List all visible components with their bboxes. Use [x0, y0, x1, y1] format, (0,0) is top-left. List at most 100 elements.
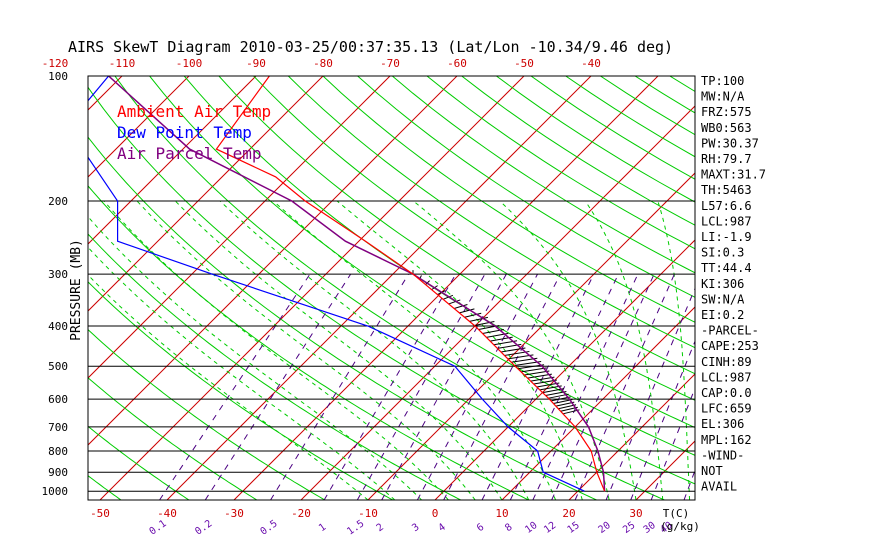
dry-adiabat-line [114, 76, 695, 485]
mixing-ratio-tick-label: 2 [375, 522, 386, 534]
top-temp-axis-labels: -120 -110 -100 -90 -80 -70 -60 -50 -40 [42, 57, 601, 70]
bottom-temp-tick-label: -30 [224, 507, 244, 520]
mixing-ratio-line [204, 273, 352, 500]
dry-adiabat-line [88, 281, 394, 500]
top-temp-tick-label: -80 [313, 57, 333, 70]
plot-frame [87, 75, 696, 501]
isotherm-line [88, 76, 257, 245]
cape-hatch [464, 312, 482, 318]
pressure-tick-label: 100 [48, 70, 68, 83]
mixing-ratio-line [551, 273, 655, 500]
cape-hatch [527, 373, 552, 379]
cape-hatch [459, 308, 475, 314]
moist-adiabat-line [88, 246, 396, 500]
pressure-tick-label: 1000 [42, 485, 69, 498]
stat-line: L57:6.6 [701, 199, 752, 213]
moist-adiabat-line [657, 200, 691, 500]
dry-adiabat-line [426, 76, 695, 250]
isotherm-line [88, 76, 190, 178]
mixing-ratio-lines [159, 273, 695, 500]
stat-line: CAP:0.0 [701, 386, 752, 400]
stat-line: FRZ:575 [701, 105, 752, 119]
legend-entry: Dew Point Temp [117, 123, 252, 142]
top-temp-tick-label: -40 [581, 57, 601, 70]
stat-line: SI:0.3 [701, 246, 744, 260]
stat-line: -PARCEL- [701, 324, 759, 338]
plot-area [88, 76, 870, 500]
dry-adiabat-line [322, 76, 695, 323]
dry-adiabat-line [809, 76, 870, 500]
isotherm-line [770, 76, 870, 500]
dry-adiabat-line [183, 76, 695, 429]
cape-hatch [453, 303, 468, 309]
cape-hatching [412, 270, 580, 415]
top-temp-tick-label: -60 [447, 57, 467, 70]
ambient-temp-line [215, 76, 606, 492]
mixing-ratio-labels: 0.1 0.2 0.5 1 1.5 2 3 4 6 8 10 12 15 20 25 30 40(g/kg) [148, 518, 700, 537]
top-temp-tick-label: -120 [42, 57, 69, 70]
cape-hatch [517, 364, 545, 370]
stat-line: CAPE:253 [701, 339, 759, 353]
dry-adiabat-line [357, 76, 695, 298]
dew-point-line [88, 76, 585, 492]
mixing-ratio-tick-label: 6 [475, 522, 486, 534]
moist-adiabat-line [103, 200, 449, 500]
stat-line: EL:306 [701, 417, 744, 431]
isotherm-line [88, 76, 391, 379]
stat-line: LCL:987 [701, 214, 752, 228]
moist-adiabat-line [413, 200, 610, 500]
cape-hatch [448, 299, 461, 305]
moist-adiabat-lines [88, 200, 691, 500]
mixing-ratio-tick-label: 0.1 [148, 518, 169, 537]
dry-adiabat-line [253, 76, 695, 375]
mixing-ratio-tick-label: 1 [317, 522, 328, 534]
legend-entry: Ambient Air Temp [117, 102, 271, 121]
bottom-temp-tick-label: 0 [432, 507, 439, 520]
pressure-tick-label: 900 [48, 466, 68, 479]
stat-line: NOT [701, 464, 723, 478]
isotherm-line [88, 76, 324, 312]
stat-line: TP:100 [701, 74, 744, 88]
stat-line: PW:30.37 [701, 136, 759, 150]
mixing-ratio-line [574, 273, 675, 500]
chart-title: AIRS SkewT Diagram 2010-03-25/00:37:35.1… [68, 38, 673, 56]
mixing-ratio-line [532, 273, 639, 500]
isotherm-line [434, 239, 695, 500]
dry-adiabat-line [496, 76, 695, 203]
mixing-ratio-line [443, 273, 561, 500]
legend: Ambient Air Temp Dew Point Temp Air Parcel… [117, 102, 271, 163]
dry-adiabat-line [88, 328, 326, 500]
isotherm-line [88, 76, 458, 446]
mixing-ratio-line [323, 273, 457, 500]
dry-adiabat-line [88, 185, 529, 500]
bottom-temp-tick-label: -50 [90, 507, 110, 520]
temp-unit-label: T(C) [663, 507, 690, 520]
dry-adiabat-line [669, 76, 695, 93]
mixing-ratio-tick-label: 12 [542, 520, 558, 536]
moist-adiabat-line [272, 200, 557, 500]
stat-line: LI:-1.9 [701, 230, 752, 244]
stat-line: LFC:659 [701, 402, 752, 416]
bottom-temp-tick-label: 20 [562, 507, 575, 520]
cape-hatch [530, 376, 555, 382]
mixing-ratio-line [270, 273, 409, 500]
parcel-temp-line [108, 76, 606, 492]
moist-adiabat-line [219, 200, 530, 500]
mixing-ratio-tick-label: 25 [621, 520, 637, 536]
stat-line: MW:N/A [701, 90, 745, 104]
top-temp-tick-label: -50 [514, 57, 534, 70]
stat-line: MAXT:31.7 [701, 168, 766, 182]
cape-hatch [536, 382, 560, 388]
top-temp-tick-label: -90 [246, 57, 266, 70]
stat-line: SW:N/A [701, 292, 745, 306]
isotherm-line [99, 76, 525, 500]
pressure-tick-label: 300 [48, 268, 68, 281]
mixing-ratio-line [630, 339, 695, 500]
mixing-ratio-tick-label: 1.5 [345, 518, 366, 537]
pressure-tick-label: 600 [48, 393, 68, 406]
isotherm-line [166, 76, 592, 500]
dry-adiabat-line [843, 76, 870, 500]
stat-line: TH:5463 [701, 183, 752, 197]
isotherm-line [300, 105, 695, 500]
